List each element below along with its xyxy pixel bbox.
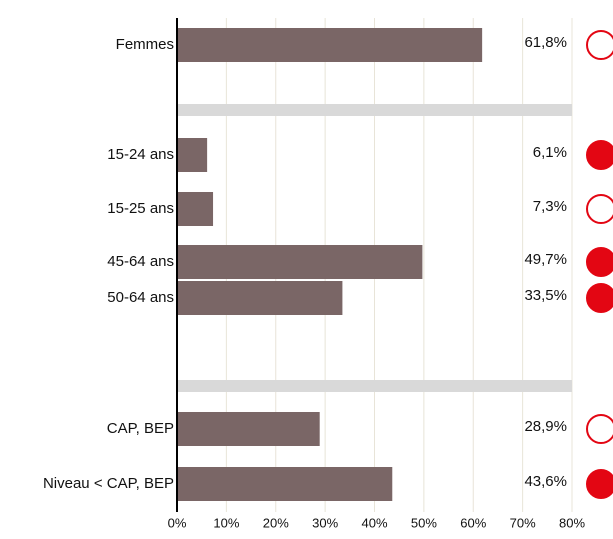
bar [177, 467, 393, 501]
x-tick-label: 10% [213, 515, 239, 530]
bar [177, 28, 483, 62]
x-tick-label: 30% [312, 515, 338, 530]
x-tick-label: 60% [460, 515, 486, 530]
category-label: CAP, BEP [107, 420, 174, 437]
group-separator [177, 104, 572, 116]
x-tick-label: 50% [411, 515, 437, 530]
status-marker [586, 194, 613, 224]
category-label: 45-64 ans [107, 253, 174, 270]
value-label: 7,3% [533, 198, 567, 215]
bar [177, 245, 423, 279]
category-label: Niveau < CAP, BEP [43, 475, 174, 492]
x-tick-label: 20% [263, 515, 289, 530]
category-label: 15-24 ans [107, 146, 174, 163]
status-marker [586, 140, 613, 170]
value-label: 6,1% [533, 144, 567, 161]
x-tick-label: 80% [559, 515, 585, 530]
status-marker [586, 469, 613, 499]
category-label: 15-25 ans [107, 200, 174, 217]
x-tick-label: 40% [361, 515, 387, 530]
bar [177, 412, 320, 446]
status-marker [586, 30, 613, 60]
x-tick-label: 0% [168, 515, 187, 530]
category-label: 50-64 ans [107, 289, 174, 306]
value-label: 33,5% [524, 287, 567, 304]
value-label: 28,9% [524, 418, 567, 435]
bar [177, 281, 343, 315]
category-label: Femmes [116, 36, 174, 53]
status-marker [586, 414, 613, 444]
status-marker [586, 247, 613, 277]
bar [177, 138, 208, 172]
value-label: 61,8% [524, 34, 567, 51]
x-tick-label: 70% [510, 515, 536, 530]
value-label: 49,7% [524, 251, 567, 268]
bar [177, 192, 214, 226]
group-separator [177, 380, 572, 392]
status-marker [586, 283, 613, 313]
value-label: 43,6% [524, 473, 567, 490]
